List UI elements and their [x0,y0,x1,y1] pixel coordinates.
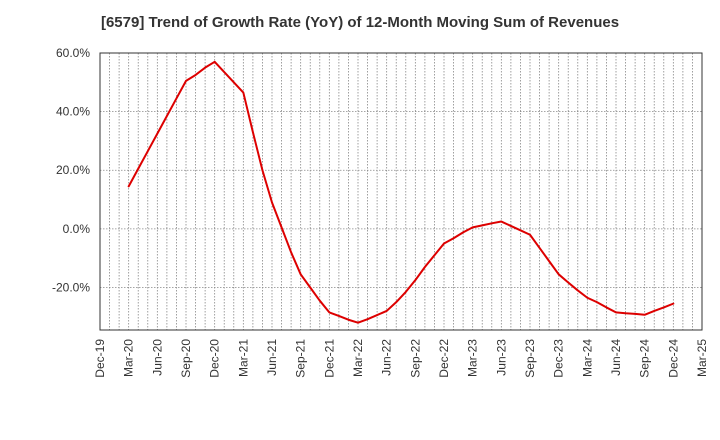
x-tick-label: Jun-23 [494,339,508,376]
x-tick-label: Jun-22 [380,339,394,376]
y-tick-labels: 60.0% 40.0% 20.0% 0.0% -20.0% [52,46,90,294]
series-layer [127,60,675,324]
y-tick-label: 40.0% [56,105,90,119]
x-tick-label: Dec-24 [666,339,680,378]
plot-frame [99,52,703,331]
x-tick-label: Mar-25 [695,339,709,377]
x-tick-label: Dec-21 [322,339,336,378]
x-tick-label: Dec-23 [552,339,566,378]
y-tick-label: 60.0% [56,46,90,60]
y-tick-label: -20.0% [52,280,90,294]
chart-title: [6579] Trend of Growth Rate (YoY) of 12-… [100,14,620,31]
grid-layer [100,52,702,330]
x-tick-label: Dec-22 [437,339,451,378]
x-tick-label: Jun-21 [265,339,279,376]
x-tick-label: Dec-20 [208,339,222,378]
x-tick-label: Mar-24 [580,339,594,377]
x-tick-label: Mar-23 [466,339,480,377]
x-tick-label: Sep-23 [523,339,537,378]
x-tick-label: Mar-20 [122,339,136,377]
x-tick-label: Jun-20 [150,339,164,376]
x-tick-label: Sep-22 [408,339,422,378]
x-tick-label: Jun-24 [609,339,623,376]
x-tick-label: Sep-21 [294,339,308,378]
x-tick-label: Mar-22 [351,339,365,377]
series-line [127,60,675,324]
y-tick-label: 20.0% [56,163,90,177]
x-tick-label: Dec-19 [93,339,107,378]
y-tick-label: 0.0% [63,222,91,236]
x-tick-labels: Dec-19 Mar-20 Jun-20 Sep-20 Dec-20 Mar-21 Jun-… [93,339,709,378]
x-tick-label: Sep-24 [638,339,652,378]
x-tick-label: Sep-20 [179,339,193,378]
x-tick-label: Mar-21 [236,339,250,377]
